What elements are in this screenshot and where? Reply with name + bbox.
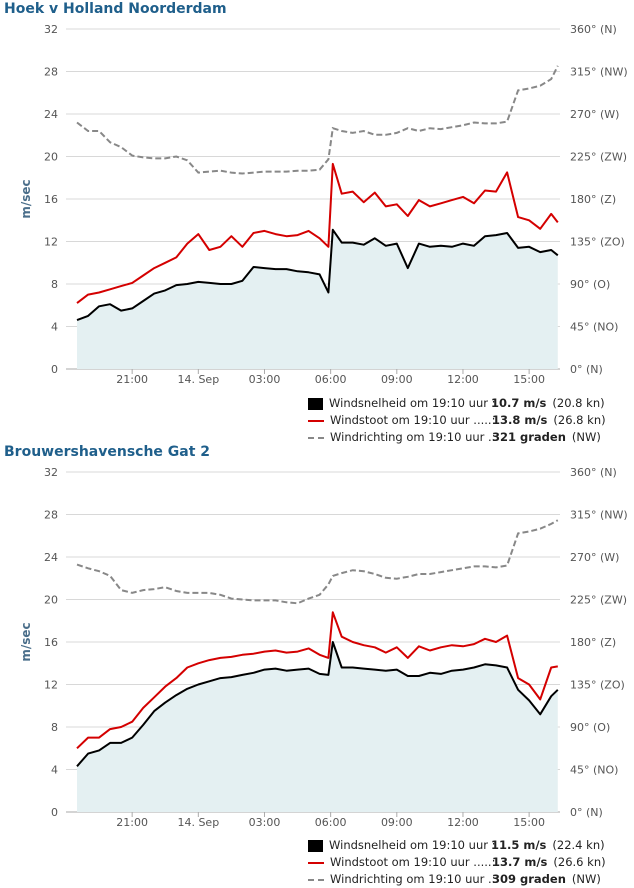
y2-tick-label: 135° (ZO) [570, 679, 625, 692]
series-line-windrichting [76, 65, 559, 175]
series-line-windsnelheid [76, 228, 559, 322]
legend-value: 13.7 m/s [492, 855, 548, 869]
legend-item-windrichting[interactable]: Windrichting om 19:10 uur .: 321 graden … [308, 429, 634, 446]
chart-legend: Windsnelheid om 19:10 uur : 11.5 m/s (22… [308, 837, 634, 888]
station-title: Brouwershavensche Gat 2 [4, 444, 211, 460]
dashed-swatch-icon [308, 878, 324, 881]
legend-unit: (26.6 kn) [553, 855, 606, 869]
legend-unit: (NW) [571, 872, 601, 886]
series-area-windsnelheid [77, 229, 558, 369]
legend-item-windsnelheid[interactable]: Windsnelheid om 19:10 uur : 10.7 m/s (20… [308, 395, 634, 412]
x-tick-label: 06:00 [315, 373, 347, 386]
series-line-windstoot [76, 162, 559, 304]
y-tick-label: 32 [44, 466, 58, 479]
series-line-windstoot [76, 611, 558, 750]
station-title: Hoek v Holland Noorderdam [4, 1, 227, 17]
line-swatch-icon [308, 419, 324, 422]
y-tick-label: 28 [44, 509, 58, 522]
y2-tick-label: 270° (W) [570, 551, 619, 564]
legend-item-windrichting[interactable]: Windrichting om 19:10 uur .: 309 graden … [308, 871, 634, 888]
x-tick-label: 14. Sep [177, 816, 219, 829]
y-tick-label: 8 [51, 721, 58, 734]
station-panel: Hoek v Holland Noorderdam 0 0° (N) 4 45° (N… [0, 0, 634, 446]
y-axis-label: m/sec [19, 179, 33, 218]
y-tick-label: 28 [44, 66, 58, 79]
legend-label: Windsnelheid om 19:10 uur : [329, 396, 496, 410]
y-tick-label: 4 [51, 764, 58, 777]
dashed-swatch-icon [308, 436, 324, 439]
y-tick-label: 12 [44, 679, 58, 692]
line-swatch-icon [308, 861, 324, 864]
y-tick-label: 20 [44, 151, 58, 164]
x-tick-label: 15:00 [513, 373, 545, 386]
y2-tick-label: 180° (Z) [570, 193, 616, 206]
series-line-windrichting [76, 519, 559, 605]
y2-tick-label: 225° (ZW) [570, 151, 627, 164]
y2-tick-label: 360° (N) [570, 23, 617, 36]
legend-item-windstoot[interactable]: Windstoot om 19:10 uur .....: 13.7 m/s (… [308, 854, 634, 871]
y-axis-label: m/sec [19, 622, 33, 661]
y2-tick-label: 0° (N) [570, 363, 603, 376]
legend-item-windstoot[interactable]: Windstoot om 19:10 uur .....: 13.8 m/s (… [308, 412, 634, 429]
station-panel: Brouwershavensche Gat 2 0 0° (N) 4 45° (NO)… [0, 443, 634, 886]
y2-tick-label: 45° (NO) [570, 321, 618, 334]
legend-unit: (20.8 kn) [552, 396, 605, 410]
legend-unit: (NW) [571, 430, 601, 444]
y-tick-label: 16 [44, 193, 58, 206]
x-tick-label: 12:00 [447, 816, 479, 829]
legend-unit: (22.4 kn) [552, 838, 605, 852]
y-tick-label: 4 [51, 321, 58, 334]
x-tick-label: 06:00 [315, 816, 347, 829]
x-tick-label: 21:00 [116, 816, 148, 829]
legend-label: Windrichting om 19:10 uur .: [330, 430, 496, 444]
y2-tick-label: 90° (O) [570, 721, 610, 734]
x-tick-label: 15:00 [513, 816, 545, 829]
series-line-windsnelheid [76, 641, 559, 767]
y2-tick-label: 315° (NW) [570, 509, 628, 522]
x-tick-label: 12:00 [447, 373, 479, 386]
wind-chart: 0 0° (N) 4 45° (NO) 8 90° (O) 12 135° (ZO) 16 180… [19, 23, 628, 386]
legend-item-windsnelheid[interactable]: Windsnelheid om 19:10 uur : 11.5 m/s (22… [308, 837, 634, 854]
legend-value: 11.5 m/s [491, 838, 547, 852]
y-tick-label: 8 [51, 278, 58, 291]
series-area-windsnelheid [77, 642, 558, 812]
legend-unit: (26.8 kn) [553, 413, 606, 427]
y2-tick-label: 315° (NW) [570, 66, 628, 79]
x-tick-label: 21:00 [116, 373, 148, 386]
y2-tick-label: 135° (ZO) [570, 236, 625, 249]
y-tick-label: 0 [51, 363, 58, 376]
x-tick-label: 14. Sep [177, 373, 219, 386]
y2-tick-label: 90° (O) [570, 278, 610, 291]
y2-tick-label: 225° (ZW) [570, 594, 627, 607]
legend-label: Windsnelheid om 19:10 uur : [329, 838, 496, 852]
y-tick-label: 12 [44, 236, 58, 249]
legend-label: Windstoot om 19:10 uur .....: [330, 855, 496, 869]
legend-value: 309 graden [492, 872, 566, 886]
y-tick-label: 24 [44, 108, 58, 121]
y-tick-label: 20 [44, 594, 58, 607]
y2-tick-label: 180° (Z) [570, 636, 616, 649]
y-tick-label: 16 [44, 636, 58, 649]
x-tick-label: 03:00 [249, 373, 281, 386]
legend-value: 10.7 m/s [491, 396, 547, 410]
y2-tick-label: 45° (NO) [570, 764, 618, 777]
legend-label: Windrichting om 19:10 uur .: [330, 872, 496, 886]
y2-tick-label: 360° (N) [570, 466, 617, 479]
area-swatch-icon [308, 397, 323, 410]
chart-legend: Windsnelheid om 19:10 uur : 10.7 m/s (20… [308, 395, 634, 446]
x-tick-label: 09:00 [381, 816, 413, 829]
legend-value: 13.8 m/s [492, 413, 548, 427]
wind-chart: 0 0° (N) 4 45° (NO) 8 90° (O) 12 135° (ZO) 16 180… [19, 466, 628, 829]
y2-tick-label: 270° (W) [570, 108, 619, 121]
x-tick-label: 09:00 [381, 373, 413, 386]
y-tick-label: 32 [44, 23, 58, 36]
x-tick-label: 03:00 [249, 816, 281, 829]
legend-value: 321 graden [492, 430, 566, 444]
y-tick-label: 24 [44, 551, 58, 564]
area-swatch-icon [308, 839, 323, 852]
legend-label: Windstoot om 19:10 uur .....: [330, 413, 496, 427]
y-tick-label: 0 [51, 806, 58, 819]
y2-tick-label: 0° (N) [570, 806, 603, 819]
